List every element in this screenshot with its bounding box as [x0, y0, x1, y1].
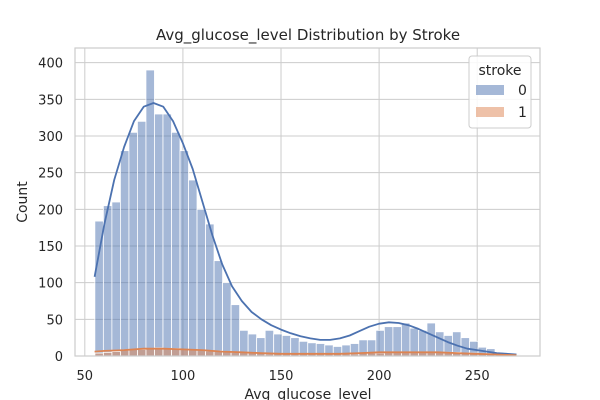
x-tick-label: 250 — [465, 369, 490, 384]
x-tick-label: 50 — [77, 369, 94, 384]
y-tick-label: 350 — [38, 93, 63, 108]
legend-swatch-1 — [476, 107, 504, 117]
legend-title: stroke — [478, 63, 521, 79]
bar-series-0 — [171, 131, 181, 357]
legend-label-1: 1 — [518, 105, 527, 121]
bar-series-0 — [102, 205, 113, 357]
y-tick-label: 100 — [38, 277, 63, 292]
plot-area — [74, 47, 541, 357]
x-tick-label: 200 — [367, 369, 392, 384]
x-axis-title: Avg_glucose_level — [244, 387, 371, 400]
bar-series-1 — [111, 351, 121, 357]
x-tick-label: 150 — [269, 369, 294, 384]
y-axis-title: Count — [15, 181, 31, 223]
bar-series-0 — [162, 113, 172, 357]
legend-label-0: 0 — [518, 83, 527, 99]
bar-series-0 — [264, 329, 275, 357]
legend-swatch-0 — [476, 85, 504, 95]
y-tick-label: 0 — [55, 350, 63, 365]
plot-frame — [74, 47, 541, 357]
y-tick-label: 50 — [46, 313, 63, 328]
kde-line-series-0 — [93, 102, 517, 356]
bar-series-0 — [205, 223, 215, 357]
kde-line-series-1 — [94, 347, 517, 357]
kde-lines — [93, 102, 517, 357]
bar-series-0 — [213, 260, 223, 357]
y-axis-ticks: 0 50 100 150 200 250 300 350 400 — [38, 57, 63, 365]
y-tick-label: 150 — [38, 240, 63, 255]
legend: stroke 0 1 — [468, 55, 532, 129]
bar-series-0 — [128, 131, 138, 357]
bar-series-0 — [196, 208, 206, 357]
bar-series-0 — [111, 201, 121, 357]
y-tick-label: 300 — [38, 130, 63, 145]
bar-series-0 — [401, 322, 411, 357]
bar-series-0 — [145, 69, 155, 357]
bar-series-0 — [426, 322, 436, 357]
bar-series-1 — [137, 348, 147, 357]
bar-series-0 — [230, 304, 241, 357]
bars-series-0 — [94, 69, 522, 357]
bar-series-0 — [179, 150, 189, 357]
y-tick-label: 400 — [38, 57, 63, 72]
bar-series-0 — [222, 282, 232, 357]
bar-series-0 — [120, 150, 130, 357]
x-tick-label: 100 — [170, 369, 195, 384]
x-axis-ticks: 50 100 150 200 250 — [77, 369, 490, 384]
bar-series-0 — [154, 113, 164, 357]
bar-series-0 — [188, 179, 198, 357]
y-tick-label: 200 — [38, 203, 63, 218]
y-tick-label: 250 — [38, 167, 63, 182]
bar-series-0 — [137, 120, 147, 357]
bar-series-1 — [145, 348, 155, 357]
chart-title: Avg_glucose_level Distribution by Stroke — [156, 26, 460, 45]
